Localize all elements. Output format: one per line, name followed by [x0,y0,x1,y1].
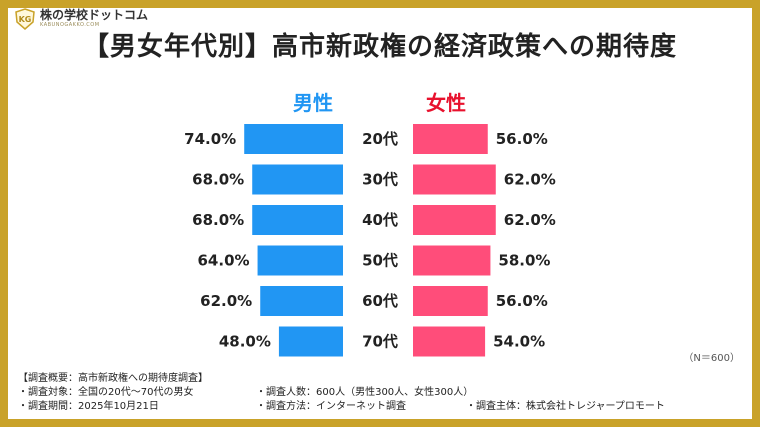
data-label-female: 62.0% [504,171,556,189]
bar-female [413,326,486,357]
bar-female [413,286,488,316]
data-label-male: 62.0% [200,292,252,310]
series-label-male: 男性 [293,91,333,115]
category-label: 70代 [362,333,398,351]
svg-text:KG: KG [19,15,32,24]
data-label-male: 48.0% [219,333,271,351]
chart-title: 【男女年代別】高市新政権の経済政策への期待度 [82,32,677,62]
category-label: 50代 [362,252,398,270]
survey-target: ・調査対象：全国の20代～70代の男女 [18,387,194,398]
brand-subtitle: KABUNOGAKKO.COM [40,22,100,28]
data-label-female: 62.0% [504,211,556,229]
data-label-male: 68.0% [192,171,244,189]
series-label-female: 女性 [426,91,466,115]
category-label: 40代 [362,211,398,229]
survey-method: ・調査方法：インターネット調査 [256,401,406,412]
survey-overview: 【調査概要：高市新政権への期待度調査】 ・調査対象：全国の20代～70代の男女 … [18,372,738,414]
category-label: 60代 [362,292,398,310]
survey-period: ・調査期間：2025年10月21日 [18,401,159,412]
bar-male [244,124,343,154]
survey-host: ・調査主体：株式会社トレジャープロモート [466,401,665,412]
data-label-male: 68.0% [192,211,244,229]
bar-female [413,124,488,154]
data-label-male: 74.0% [184,130,236,148]
sample-size-note: （N＝600） [683,353,740,364]
butterfly-bar-chart: 男性 女性 20代 74.0% 56.0% 30代 68.0% 62.0% 40代 68.0% 62… [184,91,556,357]
bar-male [252,205,343,235]
data-label-female: 56.0% [496,130,548,148]
data-label-female: 56.0% [496,292,548,310]
brand-logo-icon: KG [15,8,35,30]
brand-logo: KG 株の学校ドットコム KABUNOGAKKO.COM [14,8,148,30]
bar-female [413,205,496,235]
bar-female [413,245,491,276]
survey-count: ・調査人数：600人（男性300人、女性300人） [256,387,474,398]
brand-name: 株の学校ドットコム [40,8,149,22]
category-label: 20代 [362,130,398,148]
survey-heading: 【調査概要：高市新政権への期待度調査】 [18,373,208,384]
data-label-male: 64.0% [198,252,250,270]
bar-female [413,164,496,195]
bar-male [257,245,343,276]
category-label: 30代 [362,171,398,189]
data-label-female: 58.0% [498,252,550,270]
bar-male [278,326,343,357]
data-label-female: 54.0% [493,333,545,351]
bar-male [260,286,343,316]
bar-male [252,164,343,195]
